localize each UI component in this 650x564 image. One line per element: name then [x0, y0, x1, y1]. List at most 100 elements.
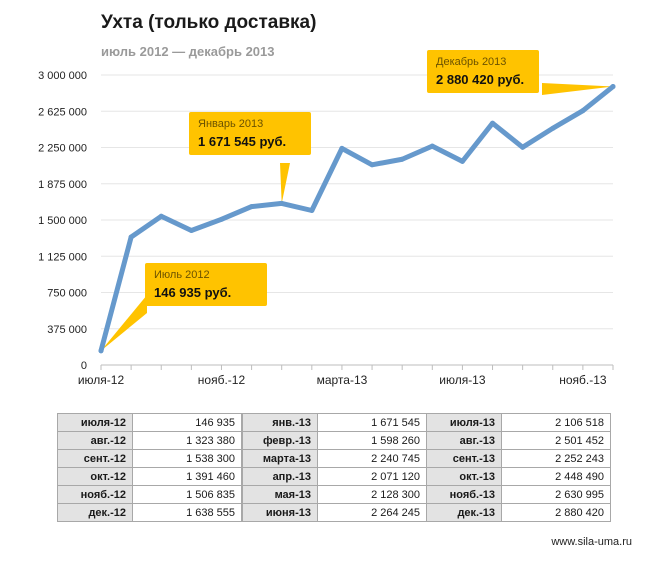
x-tick-label: нояб.-13 — [559, 373, 607, 387]
y-tick-label: 375 000 — [47, 324, 87, 336]
table-row: марта-13 2 240 745 — [242, 449, 427, 468]
month-cell: февр.-13 — [242, 431, 318, 450]
x-tick-label: июля-13 — [439, 373, 486, 387]
month-cell: окт.-12 — [57, 467, 133, 486]
month-cell: авг.-13 — [426, 431, 502, 450]
data-point — [279, 200, 285, 206]
value-cell: 1 598 260 — [317, 431, 427, 450]
value-cell: 2 106 518 — [501, 413, 611, 432]
table-row: авг.-13 2 501 452 — [426, 431, 611, 450]
chart-title: Ухта (только доставка) — [101, 12, 317, 33]
y-tick-label: 1 875 000 — [38, 179, 87, 191]
y-tick-label: 3 000 000 — [38, 70, 87, 82]
data-table-1: июля-12 146 935 авг.-12 1 323 380 сент.-12… — [57, 413, 242, 522]
month-cell: сент.-12 — [57, 449, 133, 468]
x-tick-label: нояб.-12 — [198, 373, 246, 387]
table-row: янв.-13 1 671 545 — [242, 413, 427, 432]
value-cell: 146 935 — [132, 413, 242, 432]
month-cell: авг.-12 — [57, 431, 133, 450]
y-tick-label: 0 — [81, 360, 87, 372]
table-row: сент.-13 2 252 243 — [426, 449, 611, 468]
data-point — [580, 108, 586, 114]
data-point — [429, 143, 435, 149]
data-point — [218, 216, 224, 222]
value-cell: 2 252 243 — [501, 449, 611, 468]
value-cell: 1 391 460 — [132, 467, 242, 486]
table-row: июня-13 2 264 245 — [242, 503, 427, 522]
value-cell: 2 880 420 — [501, 503, 611, 522]
data-table-2: янв.-13 1 671 545 февр.-13 1 598 260 марта… — [242, 413, 427, 522]
month-cell: марта-13 — [242, 449, 318, 468]
value-cell: 2 264 245 — [317, 503, 427, 522]
month-cell: окт.-13 — [426, 467, 502, 486]
y-tick-label: 1 125 000 — [38, 251, 87, 263]
data-point — [98, 348, 104, 354]
site-url: www.sila-uma.ru — [551, 536, 632, 548]
data-point — [339, 145, 345, 151]
callout-pointer — [280, 163, 290, 204]
table-row: апр.-13 2 071 120 — [242, 467, 427, 486]
table-row: окт.-12 1 391 460 — [57, 467, 242, 486]
data-point — [309, 208, 315, 214]
callout-period: Июль 2012 — [154, 269, 210, 281]
value-cell: 2 128 300 — [317, 485, 427, 504]
y-tick-label: 2 625 000 — [38, 106, 87, 118]
chart-subtitle: июль 2012 — декабрь 2013 — [101, 44, 275, 59]
data-point — [399, 156, 405, 162]
callout-january-2013: Январь 2013 1 671 545 руб. — [189, 112, 311, 155]
x-tick-label: марта-13 — [317, 373, 368, 387]
callout-period: Январь 2013 — [198, 118, 264, 130]
month-cell: июля-13 — [426, 413, 502, 432]
data-point — [369, 162, 375, 168]
y-tick-label: 1 500 000 — [38, 215, 87, 227]
value-cell: 1 671 545 — [317, 413, 427, 432]
series-line — [98, 84, 616, 354]
data-point — [490, 120, 496, 126]
value-cell: 1 638 555 — [132, 503, 242, 522]
value-cell: 2 448 490 — [501, 467, 611, 486]
table-row: нояб.-13 2 630 995 — [426, 485, 611, 504]
data-point — [249, 204, 255, 210]
value-cell: 1 538 300 — [132, 449, 242, 468]
month-cell: дек.-13 — [426, 503, 502, 522]
month-cell: сент.-13 — [426, 449, 502, 468]
data-point — [550, 125, 556, 131]
callout-amount: 1 671 545 руб. — [198, 134, 287, 149]
value-cell: 2 630 995 — [501, 485, 611, 504]
value-cell: 2 071 120 — [317, 467, 427, 486]
y-tick-label: 750 000 — [47, 288, 87, 300]
table-row: дек.-12 1 638 555 — [57, 503, 242, 522]
table-row: нояб.-12 1 506 835 — [57, 485, 242, 504]
month-cell: апр.-13 — [242, 467, 318, 486]
line-chart: 0 375 000 750 000 1 125 000 1 500 000 1 875 0… — [38, 70, 616, 387]
data-point — [188, 227, 194, 233]
callout-december-2013: Декабрь 2013 2 880 420 руб. — [427, 50, 539, 93]
callout-pointer — [101, 295, 147, 351]
month-cell: нояб.-13 — [426, 485, 502, 504]
month-cell: мая-13 — [242, 485, 318, 504]
month-cell: июня-13 — [242, 503, 318, 522]
callout-amount: 2 880 420 руб. — [436, 72, 525, 87]
table-row: дек.-13 2 880 420 — [426, 503, 611, 522]
data-point — [158, 213, 164, 219]
callout-period: Декабрь 2013 — [436, 56, 507, 68]
month-cell: нояб.-12 — [57, 485, 133, 504]
month-cell: дек.-12 — [57, 503, 133, 522]
table-row: мая-13 2 128 300 — [242, 485, 427, 504]
data-point — [128, 234, 134, 240]
table-row: июля-12 146 935 — [57, 413, 242, 432]
y-tick-label: 2 250 000 — [38, 143, 87, 155]
callout-july-2012: Июль 2012 146 935 руб. — [145, 263, 267, 306]
data-point — [520, 144, 526, 150]
data-point — [610, 84, 616, 90]
table-row: авг.-12 1 323 380 — [57, 431, 242, 450]
callout-pointer — [542, 83, 613, 95]
value-cell: 1 506 835 — [132, 485, 242, 504]
data-point — [459, 158, 465, 164]
x-tick-label: июля-12 — [78, 373, 125, 387]
value-cell: 1 323 380 — [132, 431, 242, 450]
month-cell: янв.-13 — [242, 413, 318, 432]
table-row: окт.-13 2 448 490 — [426, 467, 611, 486]
callout-amount: 146 935 руб. — [154, 285, 232, 300]
value-cell: 2 240 745 — [317, 449, 427, 468]
